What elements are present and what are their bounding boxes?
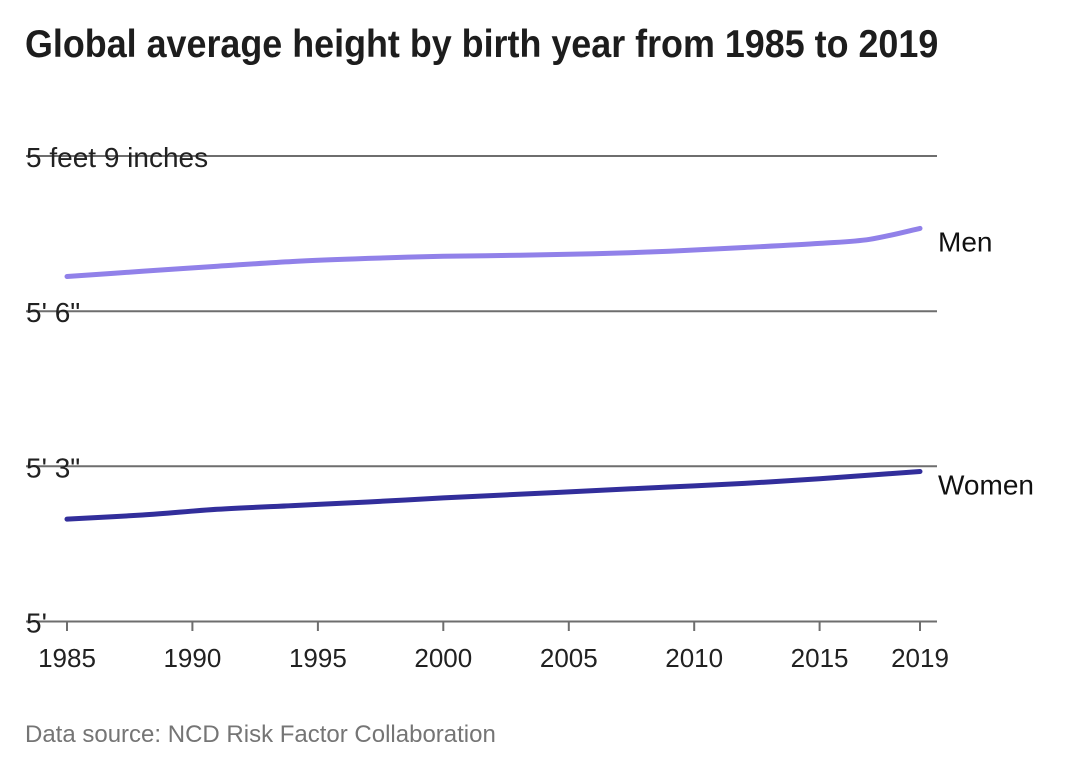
x-axis-label: 2019 (891, 643, 949, 673)
data-source: Data source: NCD Risk Factor Collaborati… (25, 721, 496, 748)
x-axis-label: 1990 (163, 643, 221, 673)
y-axis-label: 5' (26, 608, 47, 639)
x-axis-label: 2000 (414, 643, 472, 673)
x-axis-label: 1995 (289, 643, 347, 673)
x-axis-label: 1985 (38, 643, 96, 673)
y-axis-label: 5' 6" (26, 297, 80, 328)
line-chart: 5 feet 9 inches 5' 6" 5' 3" 5' 1985 1990 1995 2… (26, 142, 1034, 673)
x-axis-label: 2010 (665, 643, 723, 673)
x-axis-label: 2005 (540, 643, 598, 673)
women-line (64, 469, 923, 522)
x-axis-label: 2015 (791, 643, 849, 673)
y-axis-label: 5' 3" (26, 452, 80, 483)
men-line (64, 225, 923, 279)
women-series-label: Women (938, 470, 1034, 501)
men-series-label: Men (938, 226, 992, 257)
chart-title: Global average height by birth year from… (25, 23, 939, 66)
y-axis-label: 5 feet 9 inches (26, 142, 208, 173)
